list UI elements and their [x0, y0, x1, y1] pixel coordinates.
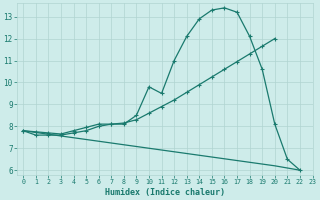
X-axis label: Humidex (Indice chaleur): Humidex (Indice chaleur)	[105, 188, 225, 197]
